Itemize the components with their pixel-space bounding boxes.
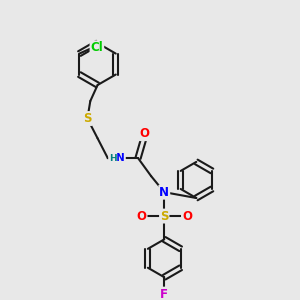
Text: N: N <box>116 153 125 163</box>
Text: S: S <box>160 210 169 223</box>
Text: N: N <box>159 186 169 199</box>
Text: H: H <box>109 154 116 163</box>
Text: O: O <box>140 127 150 140</box>
Text: Cl: Cl <box>91 41 103 54</box>
Text: O: O <box>136 210 147 223</box>
Text: F: F <box>160 288 168 300</box>
Text: O: O <box>182 210 192 223</box>
Text: S: S <box>83 112 92 125</box>
